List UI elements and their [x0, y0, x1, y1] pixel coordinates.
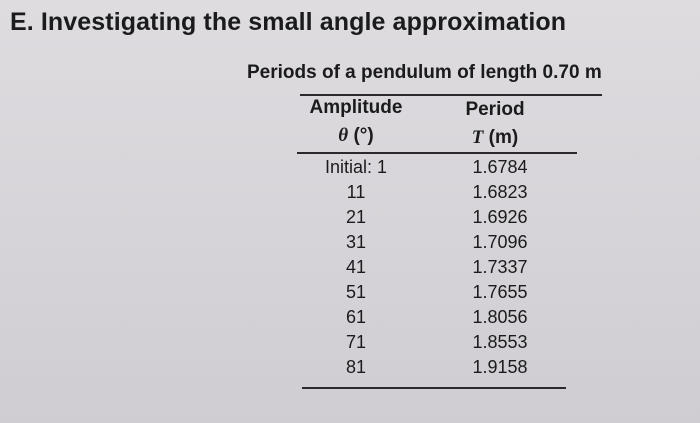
table-caption: Periods of a pendulum of length 0.70 m	[247, 62, 602, 83]
theta-symbol: θ	[338, 125, 349, 146]
period-cell: 1.6823	[472, 182, 528, 202]
table-body: Initial: 1 1.6784 11 1.6823 21 1.6926 31 1.7…	[300, 157, 560, 382]
period-unit-header: T (m)	[440, 127, 550, 149]
table-row: 31 1.7096	[300, 232, 560, 257]
period-symbol: T	[471, 127, 484, 148]
section-title: E. Investigating the small angle approxi…	[10, 8, 567, 36]
amplitude-cell: 51	[345, 282, 367, 302]
amplitude-cell: 41	[345, 257, 367, 277]
degree-unit: (°)	[348, 125, 374, 146]
amplitude-cell: 11	[346, 182, 366, 202]
table-row: 71 1.8553	[300, 332, 560, 357]
period-cell: 1.6784	[472, 157, 528, 177]
table-row: 81 1.9158	[300, 357, 560, 382]
table-header-rule	[297, 152, 577, 154]
table-row: 51 1.7655	[300, 282, 560, 307]
period-cell: 1.8553	[472, 332, 528, 352]
amplitude-cell: 21	[345, 207, 367, 227]
table-row: 41 1.7337	[300, 257, 560, 282]
period-cell: 1.6926	[472, 207, 528, 227]
table-row: 61 1.8056	[300, 307, 560, 332]
table-row: 11 1.6823	[300, 182, 560, 207]
amplitude-cell: Initial: 1	[324, 157, 388, 177]
period-header: Period	[465, 99, 525, 120]
amplitude-cell: 81	[345, 357, 367, 377]
table-row: 21 1.6926	[300, 207, 560, 232]
amplitude-header: Amplitude	[309, 97, 403, 118]
period-cell: 1.7337	[472, 257, 528, 277]
amplitude-cell: 71	[345, 332, 367, 352]
amplitude-cell: 61	[345, 307, 367, 327]
period-cell: 1.7096	[472, 232, 528, 252]
period-cell: 1.9158	[472, 357, 528, 377]
amplitude-cell: 31	[345, 232, 367, 252]
amplitude-unit-header: θ (°)	[296, 125, 416, 147]
period-unit: (m)	[483, 127, 519, 148]
table-top-rule	[300, 94, 602, 96]
period-cell: 1.7655	[472, 282, 528, 302]
table-bottom-rule	[302, 387, 566, 389]
table-row: Initial: 1 1.6784	[300, 157, 560, 182]
period-cell: 1.8056	[472, 307, 528, 327]
